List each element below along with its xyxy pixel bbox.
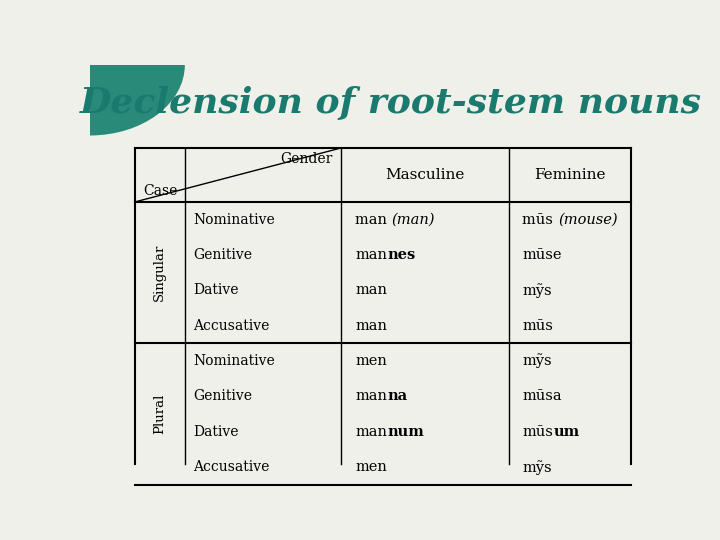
Wedge shape bbox=[90, 65, 185, 136]
Text: man: man bbox=[355, 284, 387, 298]
Text: Accusative: Accusative bbox=[193, 460, 269, 474]
Text: mỹs: mỹs bbox=[523, 354, 552, 368]
Text: Gender: Gender bbox=[280, 152, 333, 166]
Text: nes: nes bbox=[387, 248, 415, 262]
Text: Genitive: Genitive bbox=[193, 248, 252, 262]
Text: mỹs: mỹs bbox=[523, 460, 552, 475]
Text: man: man bbox=[355, 389, 387, 403]
Text: um: um bbox=[554, 425, 580, 438]
Text: men: men bbox=[355, 354, 387, 368]
Text: Singular: Singular bbox=[153, 244, 166, 301]
Text: num: num bbox=[387, 425, 424, 438]
Text: men: men bbox=[355, 460, 387, 474]
Text: Declension of root-stem nouns: Declension of root-stem nouns bbox=[81, 85, 702, 119]
Text: mūse: mūse bbox=[523, 248, 562, 262]
Text: (mouse): (mouse) bbox=[558, 213, 618, 227]
Text: Plural: Plural bbox=[153, 394, 166, 434]
Text: Dative: Dative bbox=[193, 284, 239, 298]
Text: man: man bbox=[355, 248, 387, 262]
Text: mūs: mūs bbox=[523, 425, 554, 438]
Text: Dative: Dative bbox=[193, 425, 239, 438]
Text: (man): (man) bbox=[392, 213, 435, 227]
Text: Nominative: Nominative bbox=[193, 354, 275, 368]
Text: mūs: mūs bbox=[523, 213, 558, 227]
Text: Masculine: Masculine bbox=[385, 168, 464, 182]
Text: mūsa: mūsa bbox=[523, 389, 562, 403]
Text: man: man bbox=[355, 319, 387, 333]
Text: mūs: mūs bbox=[523, 319, 554, 333]
Text: mỹs: mỹs bbox=[523, 283, 552, 298]
Text: Accusative: Accusative bbox=[193, 319, 269, 333]
Text: man: man bbox=[355, 213, 392, 227]
Text: man: man bbox=[355, 425, 387, 438]
Text: Case: Case bbox=[143, 184, 177, 198]
Text: na: na bbox=[387, 389, 408, 403]
Text: Nominative: Nominative bbox=[193, 213, 275, 227]
Text: Genitive: Genitive bbox=[193, 389, 252, 403]
Text: Feminine: Feminine bbox=[534, 168, 606, 182]
